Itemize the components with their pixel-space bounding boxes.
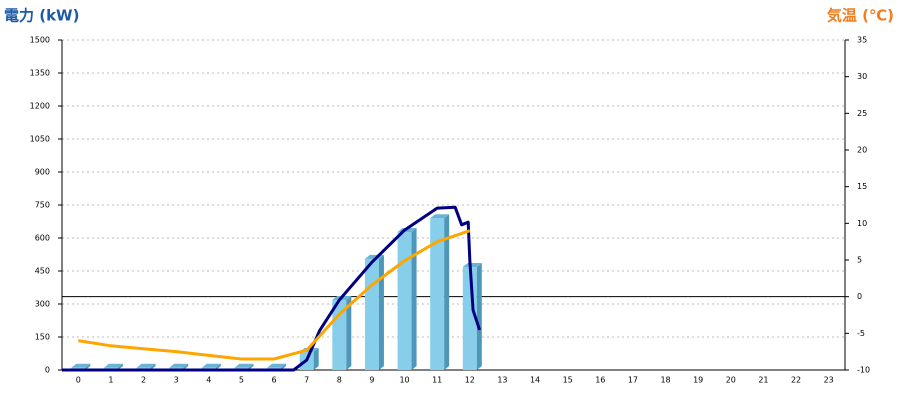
y-tick-label: 600: [35, 234, 50, 243]
x-tick-label: 15: [563, 376, 573, 385]
y2-tick-label: 25: [857, 109, 867, 118]
y-tick-label: 300: [35, 300, 50, 309]
y2-tick-label: 20: [857, 146, 867, 155]
x-tick-label: 18: [660, 376, 670, 385]
bar-top: [136, 363, 156, 368]
bar-side: [85, 363, 91, 370]
y2-tick-label: 10: [857, 219, 867, 228]
x-tick-label: 2: [141, 376, 146, 385]
bar-side: [444, 214, 450, 370]
y-tick-label: 900: [35, 168, 50, 177]
y-tick-label: 750: [35, 201, 50, 210]
bar-side: [183, 363, 189, 370]
x-tick-label: 11: [432, 376, 442, 385]
bar: [430, 218, 445, 370]
x-tick-label: 8: [337, 376, 342, 385]
bar-side: [215, 363, 221, 370]
bar-top: [71, 363, 91, 368]
left-axis-title: 電力 (kW): [4, 7, 79, 25]
x-tick-label: 21: [758, 376, 768, 385]
bar-side: [150, 363, 156, 370]
y-tick-label: 1500: [30, 36, 50, 45]
y-tick-label: 0: [45, 366, 50, 375]
x-tick-label: 16: [595, 376, 605, 385]
x-tick-label: 7: [304, 376, 309, 385]
y2-tick-label: 35: [857, 36, 867, 45]
y-tick-label: 1350: [30, 69, 50, 78]
x-tick-label: 17: [628, 376, 638, 385]
y2-tick-label: 30: [857, 72, 867, 81]
bar-top: [201, 363, 221, 368]
bar: [397, 232, 412, 370]
x-tick-label: 1: [108, 376, 113, 385]
y-tick-label: 1050: [30, 135, 50, 144]
line-series: [62, 205, 482, 372]
y2-tick-label: -10: [857, 366, 870, 375]
x-tick-label: 22: [791, 376, 801, 385]
x-tick-label: 14: [530, 376, 540, 385]
bar-side: [313, 347, 319, 370]
bar-side: [378, 254, 384, 370]
x-tick-label: 10: [399, 376, 409, 385]
right-axis-title: 気温 (℃): [827, 7, 894, 25]
bar-side: [346, 296, 352, 370]
bar-side: [281, 363, 287, 370]
bar-side: [248, 363, 254, 370]
y2-tick-label: 5: [857, 256, 862, 265]
bar-side: [476, 263, 482, 370]
bar: [364, 258, 379, 370]
x-tick-label: 23: [824, 376, 834, 385]
x-tick-label: 9: [369, 376, 374, 385]
x-tick-label: 12: [465, 376, 475, 385]
line-series: [78, 229, 471, 361]
bar-top: [234, 363, 254, 368]
x-tick-label: 19: [693, 376, 703, 385]
x-tick-label: 13: [497, 376, 507, 385]
x-tick-label: 4: [206, 376, 211, 385]
y2-tick-label: -5: [857, 329, 865, 338]
x-tick-label: 20: [726, 376, 736, 385]
y-tick-label: 1200: [30, 102, 50, 111]
y-tick-label: 150: [35, 333, 50, 342]
y2-tick-label: 0: [857, 292, 862, 301]
bar-side: [117, 363, 123, 370]
bar-top: [462, 263, 482, 268]
bar-top: [103, 363, 123, 368]
x-tick-label: 0: [76, 376, 81, 385]
bar-top: [169, 363, 189, 368]
x-tick-label: 3: [174, 376, 179, 385]
y2-tick-label: 15: [857, 182, 867, 191]
bar-top: [430, 214, 450, 219]
x-tick-label: 5: [239, 376, 244, 385]
bar-side: [411, 228, 417, 370]
x-tick-label: 6: [272, 376, 277, 385]
y-tick-label: 450: [35, 267, 50, 276]
bar-top: [267, 363, 287, 368]
